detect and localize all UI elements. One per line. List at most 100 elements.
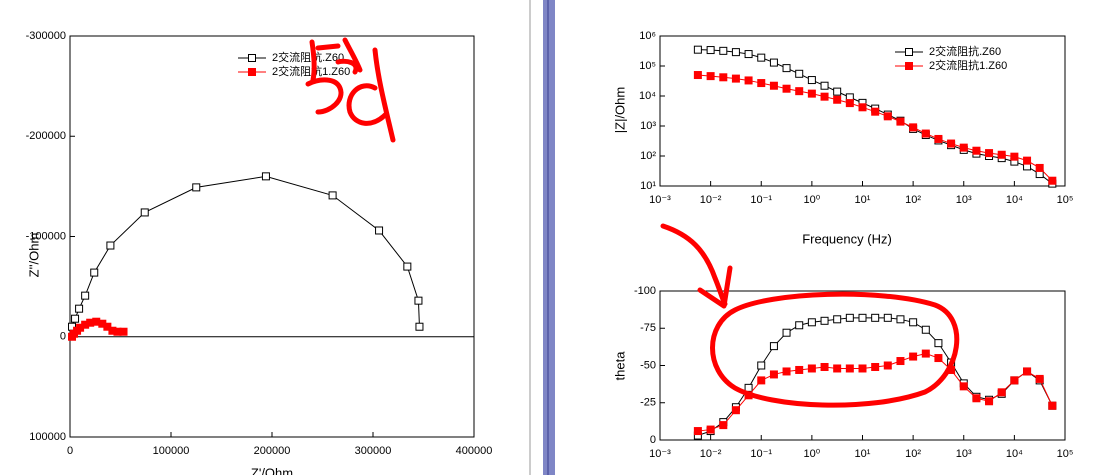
data-point bbox=[883, 112, 892, 121]
x-tick-label: 10⁴ bbox=[1006, 194, 1023, 206]
y-axis-label: |Z|/Ohm bbox=[612, 87, 627, 133]
data-point bbox=[731, 406, 740, 415]
x-axis-label: Frequency (Hz) bbox=[802, 231, 892, 246]
series-line bbox=[71, 175, 420, 327]
scribble-arrow bbox=[660, 223, 733, 309]
scribble-3 bbox=[305, 39, 359, 115]
data-point bbox=[833, 364, 842, 373]
x-tick-label: 10³ bbox=[956, 194, 972, 206]
data-point bbox=[415, 322, 424, 331]
data-point bbox=[719, 421, 728, 430]
y-tick-label: 10⁶ bbox=[639, 30, 656, 42]
x-tick-label: 10¹ bbox=[855, 194, 871, 206]
x-tick-label: 0 bbox=[67, 445, 73, 457]
data-point bbox=[81, 291, 90, 300]
x-tick-label: 10³ bbox=[956, 448, 972, 460]
y-tick-label: -100000 bbox=[26, 230, 66, 242]
x-tick-label: 10⁵ bbox=[1057, 194, 1074, 206]
data-point bbox=[921, 325, 930, 334]
y-tick-label: -100 bbox=[634, 285, 656, 297]
data-point bbox=[140, 208, 149, 217]
y-tick-label: 0 bbox=[60, 331, 66, 343]
data-point bbox=[921, 349, 930, 358]
x-tick-label: 10⁻¹ bbox=[750, 194, 772, 206]
data-point bbox=[795, 87, 804, 96]
x-tick-label: 10⁻³ bbox=[649, 448, 671, 460]
y-tick-label: 10³ bbox=[640, 120, 656, 132]
data-point bbox=[757, 53, 766, 62]
data-point bbox=[1010, 376, 1019, 385]
data-point bbox=[75, 304, 84, 313]
data-point bbox=[795, 365, 804, 374]
data-point bbox=[909, 123, 918, 132]
legend-marker bbox=[905, 62, 913, 70]
data-point bbox=[972, 394, 981, 403]
scribble-d bbox=[342, 37, 396, 143]
data-point bbox=[403, 262, 412, 271]
legend-marker bbox=[248, 54, 256, 62]
data-point bbox=[947, 139, 956, 148]
data-point bbox=[972, 146, 981, 155]
data-point bbox=[706, 72, 715, 81]
y-tick-label: 100000 bbox=[29, 431, 66, 443]
data-point bbox=[896, 315, 905, 324]
x-tick-label: 200000 bbox=[254, 445, 291, 457]
data-point bbox=[757, 79, 766, 88]
data-point bbox=[375, 226, 384, 235]
y-tick-label: 10² bbox=[640, 150, 656, 162]
data-point bbox=[807, 318, 816, 327]
y-tick-label: 10⁵ bbox=[639, 60, 656, 72]
x-tick-label: 300000 bbox=[355, 445, 392, 457]
data-point bbox=[693, 45, 702, 54]
data-point bbox=[896, 117, 905, 126]
data-point bbox=[731, 48, 740, 57]
y-tick-label: 10⁴ bbox=[639, 90, 656, 102]
data-point bbox=[883, 361, 892, 370]
legend-label: 2交流阻抗.Z60 bbox=[929, 44, 1001, 58]
data-point bbox=[934, 339, 943, 348]
y-tick-label: -75 bbox=[640, 322, 656, 334]
data-point bbox=[328, 191, 337, 200]
x-tick-label: 10⁵ bbox=[1057, 448, 1074, 460]
data-point bbox=[1035, 163, 1044, 172]
legend-label: 2交流阻抗.Z60 bbox=[272, 50, 344, 64]
series-line bbox=[697, 317, 1053, 437]
data-point bbox=[693, 427, 702, 436]
data-point bbox=[192, 183, 201, 192]
data-point bbox=[782, 64, 791, 73]
data-point bbox=[1010, 152, 1019, 161]
data-point bbox=[845, 364, 854, 373]
data-point bbox=[1023, 156, 1032, 165]
x-tick-label: 10⁻² bbox=[700, 194, 722, 206]
y-tick-label: -300000 bbox=[26, 30, 66, 42]
data-point bbox=[871, 313, 880, 322]
data-point bbox=[1048, 176, 1057, 185]
data-point bbox=[782, 328, 791, 337]
data-point bbox=[845, 313, 854, 322]
data-point bbox=[909, 318, 918, 327]
data-point bbox=[985, 149, 994, 158]
data-point bbox=[845, 99, 854, 108]
data-point bbox=[858, 364, 867, 373]
data-point bbox=[103, 322, 112, 331]
scribble-ellipse bbox=[710, 291, 960, 408]
y-tick-label: 10¹ bbox=[640, 180, 656, 192]
data-point bbox=[858, 103, 867, 112]
data-point bbox=[833, 87, 842, 96]
data-point bbox=[820, 92, 829, 101]
data-point bbox=[959, 382, 968, 391]
data-point bbox=[106, 241, 115, 250]
data-point bbox=[795, 321, 804, 330]
data-point bbox=[719, 73, 728, 82]
splitter bbox=[543, 0, 555, 475]
data-point bbox=[934, 354, 943, 363]
x-tick-label: 400000 bbox=[456, 445, 493, 457]
x-tick-label: 10⁻² bbox=[700, 448, 722, 460]
data-point bbox=[744, 50, 753, 59]
data-point bbox=[807, 364, 816, 373]
data-point bbox=[959, 143, 968, 152]
x-tick-label: 100000 bbox=[153, 445, 190, 457]
data-point bbox=[921, 129, 930, 138]
